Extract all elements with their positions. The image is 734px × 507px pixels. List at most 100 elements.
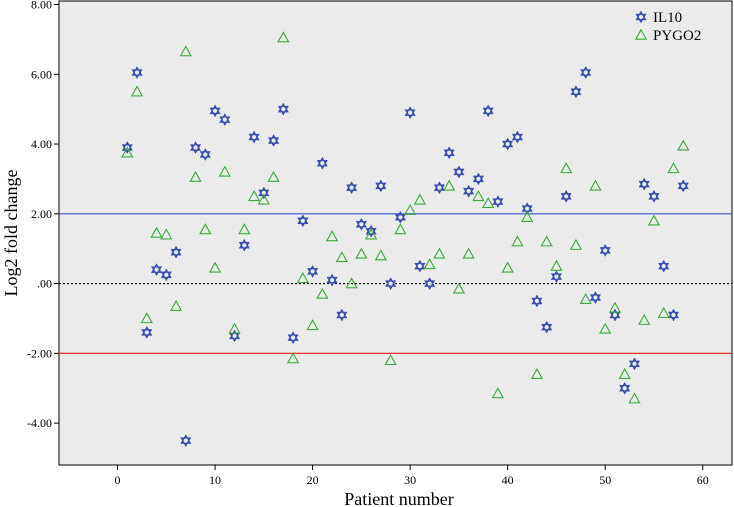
point-pygo2: [228, 322, 241, 334]
data-points: [121, 31, 690, 448]
point-il10: [355, 217, 368, 231]
point-pygo2: [667, 162, 680, 174]
point-pygo2: [618, 367, 631, 380]
x-tick-label: 10: [209, 473, 221, 487]
point-pygo2: [179, 45, 192, 57]
legend-marker-pygo2: [634, 28, 648, 40]
point-pygo2: [335, 251, 348, 263]
y-tick-label: 6.00: [31, 67, 52, 81]
point-pygo2: [413, 193, 427, 205]
x-tick-label: 60: [697, 473, 709, 487]
x-tick-label: 40: [502, 473, 514, 487]
point-pygo2: [208, 261, 222, 273]
point-il10: [482, 104, 494, 118]
point-il10: [658, 259, 670, 273]
point-il10: [580, 66, 592, 80]
point-pygo2: [433, 247, 446, 259]
point-pygo2: [160, 228, 173, 240]
point-pygo2: [599, 322, 612, 334]
point-pygo2: [394, 223, 407, 235]
point-il10: [180, 434, 192, 448]
point-il10: [150, 263, 163, 277]
point-pygo2: [677, 139, 690, 151]
point-il10: [472, 172, 485, 186]
point-il10: [287, 331, 299, 345]
point-il10: [209, 104, 221, 118]
point-pygo2: [628, 392, 641, 404]
point-pygo2: [325, 230, 339, 242]
x-axis-title: Patient number: [344, 489, 453, 507]
point-pygo2: [452, 282, 466, 294]
y-tick-label: -4.00: [27, 416, 52, 430]
point-il10: [404, 106, 416, 120]
x-axis-ticks: 0 10 20 30 40 50 60: [115, 465, 709, 487]
point-il10: [492, 195, 504, 209]
point-il10: [541, 320, 553, 334]
point-il10: [502, 137, 514, 151]
point-pygo2: [277, 31, 290, 43]
point-pygo2: [560, 162, 573, 174]
point-il10: [375, 179, 387, 193]
point-il10: [521, 202, 533, 216]
point-il10: [131, 66, 143, 80]
point-pygo2: [638, 313, 651, 325]
legend-marker-il10: [635, 10, 647, 24]
point-il10: [306, 264, 319, 278]
y-tick-label: 8.00: [31, 0, 52, 11]
point-pygo2: [257, 193, 270, 205]
y-axis-title: Log2 fold change: [1, 170, 21, 297]
x-tick-label: 20: [307, 473, 319, 487]
point-il10: [141, 325, 153, 339]
point-il10: [638, 177, 650, 191]
point-il10: [345, 181, 358, 195]
point-il10: [463, 184, 475, 198]
point-il10: [550, 270, 563, 284]
point-pygo2: [472, 190, 485, 202]
point-il10: [297, 214, 309, 228]
point-pygo2: [355, 247, 368, 259]
point-pygo2: [657, 306, 670, 318]
point-il10: [267, 134, 280, 148]
point-pygo2: [501, 261, 514, 273]
point-il10: [316, 156, 328, 170]
point-pygo2: [130, 85, 144, 97]
point-il10: [648, 189, 660, 203]
point-pygo2: [140, 312, 153, 324]
point-pygo2: [443, 179, 456, 191]
point-pygo2: [238, 223, 251, 235]
point-pygo2: [423, 258, 436, 270]
point-pygo2: [267, 170, 280, 182]
y-tick-label: .00: [37, 277, 52, 291]
y-tick-label: -2.00: [27, 346, 52, 360]
point-pygo2: [647, 214, 661, 226]
point-pygo2: [247, 190, 261, 202]
point-il10: [189, 141, 202, 155]
point-pygo2: [316, 287, 329, 299]
point-pygo2: [345, 277, 358, 289]
point-il10: [160, 268, 172, 282]
y-tick-label: 2.00: [31, 207, 52, 221]
point-pygo2: [589, 179, 602, 191]
legend: IL10 PYGO2: [634, 10, 701, 44]
point-pygo2: [511, 235, 524, 247]
point-pygo2: [608, 301, 622, 313]
x-tick-label: 0: [115, 473, 121, 487]
point-pygo2: [384, 354, 397, 366]
point-pygo2: [491, 387, 505, 399]
point-pygo2: [540, 235, 553, 247]
point-il10: [511, 130, 524, 144]
point-il10: [619, 381, 631, 395]
point-il10: [238, 238, 250, 252]
point-pygo2: [169, 299, 183, 311]
x-tick-label: 30: [404, 473, 416, 487]
point-pygo2: [482, 197, 495, 209]
point-il10: [414, 259, 426, 273]
point-il10: [433, 181, 446, 195]
point-il10: [531, 294, 543, 308]
point-pygo2: [306, 319, 319, 331]
point-il10: [667, 308, 680, 322]
point-pygo2: [189, 170, 202, 182]
point-pygo2: [286, 352, 300, 364]
point-il10: [628, 357, 641, 371]
x-tick-label: 50: [599, 473, 611, 487]
